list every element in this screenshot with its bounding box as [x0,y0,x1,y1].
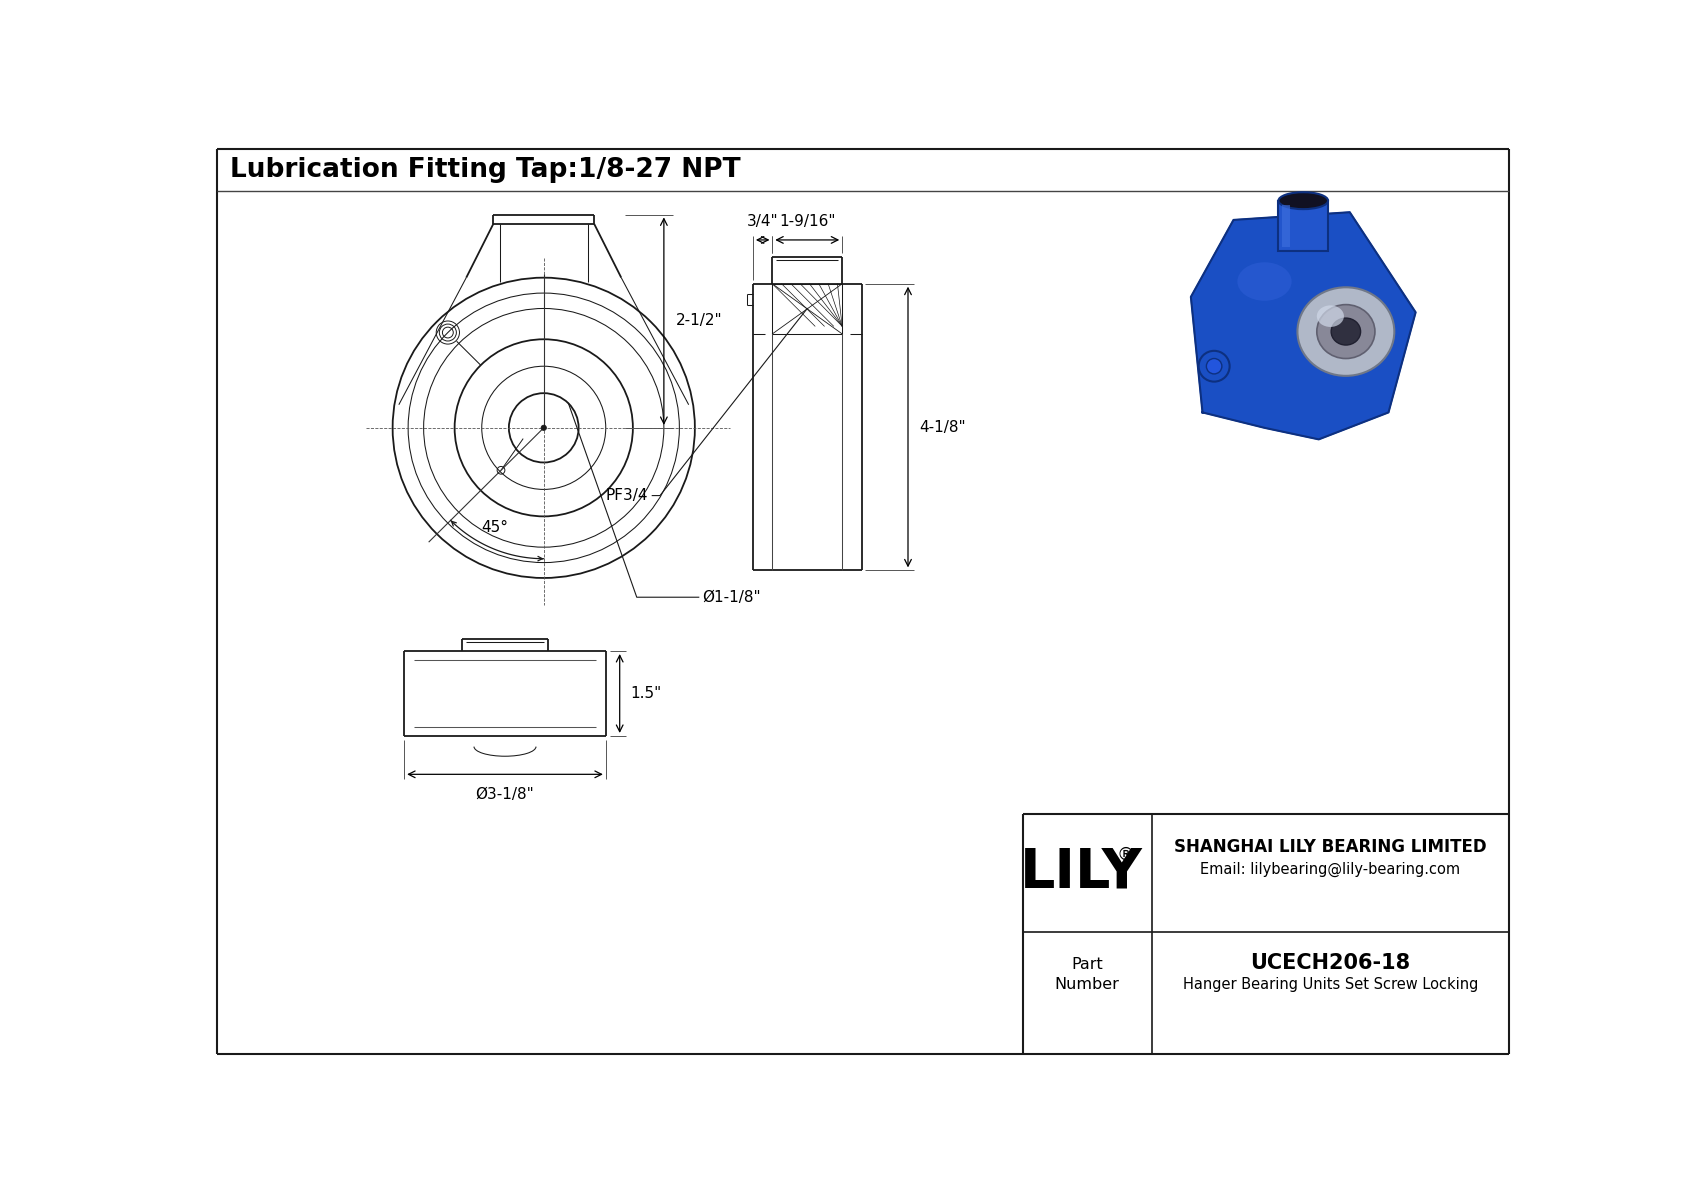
Text: LILY: LILY [1019,846,1142,900]
Text: PF3/4: PF3/4 [606,488,648,503]
Text: SHANGHAI LILY BEARING LIMITED: SHANGHAI LILY BEARING LIMITED [1174,837,1487,855]
Text: 4-1/8": 4-1/8" [919,419,965,435]
Circle shape [1199,351,1229,381]
Text: Part: Part [1071,958,1103,972]
Text: Hanger Bearing Units Set Screw Locking: Hanger Bearing Units Set Screw Locking [1182,977,1479,992]
Ellipse shape [1238,262,1292,301]
Circle shape [1206,358,1223,374]
Bar [1278,200,1329,251]
Circle shape [541,425,547,430]
Text: Number: Number [1054,977,1120,992]
Bar [1282,205,1290,247]
Ellipse shape [1317,305,1374,358]
Ellipse shape [1297,287,1394,376]
Text: 1-9/16": 1-9/16" [780,214,835,229]
Text: UCECH206-18: UCECH206-18 [1250,953,1411,973]
Text: Ø3-1/8": Ø3-1/8" [475,786,534,802]
Text: 1.5": 1.5" [630,686,662,701]
Text: Lubrication Fitting Tap:1/8-27 NPT: Lubrication Fitting Tap:1/8-27 NPT [231,157,741,182]
Ellipse shape [1278,192,1329,210]
Text: 2-1/2": 2-1/2" [677,313,722,329]
Text: Email: lilybearing@lily-bearing.com: Email: lilybearing@lily-bearing.com [1201,862,1460,878]
Text: 3/4": 3/4" [746,214,778,229]
Text: Ø1-1/8": Ø1-1/8" [702,590,761,605]
Ellipse shape [1317,305,1344,328]
Polygon shape [1191,212,1416,439]
Text: ®: ® [1116,846,1135,863]
Ellipse shape [1330,318,1361,345]
Text: 45°: 45° [482,520,509,535]
